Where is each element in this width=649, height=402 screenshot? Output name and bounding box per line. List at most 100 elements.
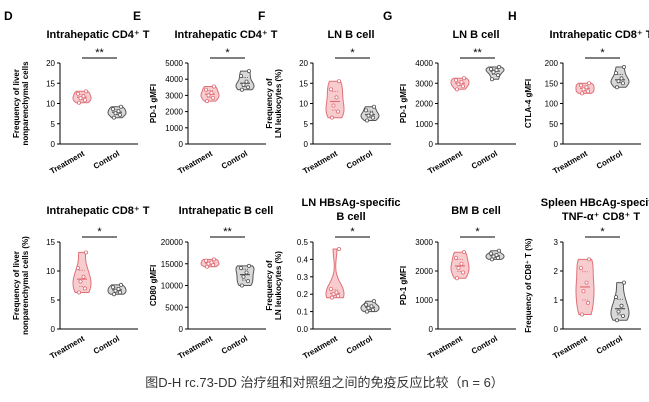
panel8-y-axis-label: LN leukocytes (%) bbox=[274, 251, 283, 320]
panel5-y-tick-label: 0 bbox=[554, 140, 559, 149]
panel8-x-tick-label: Control bbox=[345, 334, 374, 356]
panel3-y-tick-label: 15 bbox=[299, 79, 308, 88]
panel7-data-point bbox=[238, 266, 243, 271]
panel7-y-axis-label: CD80 gMFI bbox=[149, 265, 158, 306]
panel4-data-point bbox=[460, 84, 465, 89]
panel2-data-point bbox=[206, 93, 211, 98]
panel5-data-point bbox=[580, 91, 585, 96]
panel7-data-point bbox=[211, 257, 216, 262]
panel2-y-tick-label: 4000 bbox=[165, 75, 183, 84]
panel10-data-point bbox=[615, 318, 620, 323]
panel3-panel-letter: F bbox=[258, 9, 265, 23]
panel1-data-point bbox=[83, 98, 88, 103]
panel8-data-point bbox=[371, 299, 376, 304]
panel9-x-tick-label: Control bbox=[470, 334, 499, 356]
panel8-y-tick-label: 0.2 bbox=[297, 290, 309, 299]
panel5-data-point bbox=[586, 89, 591, 94]
panel1-data-point bbox=[112, 115, 117, 120]
panel1-x-tick-label: Treatment bbox=[48, 149, 86, 176]
panel8-data-point bbox=[336, 246, 341, 251]
panel10-data-point bbox=[616, 309, 621, 314]
panel3-data-point bbox=[369, 111, 374, 116]
panel1-x-tick-label: Control bbox=[92, 149, 121, 171]
panel2-y-tick-label: 1000 bbox=[165, 124, 183, 133]
panel4-data-point bbox=[489, 77, 494, 82]
panel8-data-point bbox=[334, 290, 339, 295]
panel2-y-tick-label: 0 bbox=[179, 140, 184, 149]
panel10-data-point bbox=[580, 312, 585, 317]
panel10-data-point bbox=[587, 257, 592, 262]
panel1-panel-letter: D bbox=[4, 9, 13, 23]
panel5-data-point bbox=[581, 87, 586, 92]
panel6-data-point bbox=[83, 286, 88, 291]
panel4-title: LN B cell bbox=[452, 29, 499, 41]
panel6-y-tick-label: 5 bbox=[51, 296, 56, 305]
panel8-data-point bbox=[328, 286, 333, 291]
panel1-y-tick-label: 15 bbox=[46, 79, 55, 88]
panel5-significance-marker: * bbox=[600, 47, 605, 59]
panel9-y-axis-label: PD-1 gMFI bbox=[399, 266, 408, 305]
panel1-y-axis-label: nonparenchymal cells bbox=[21, 61, 30, 146]
panel10-data-point bbox=[581, 289, 586, 294]
panel4-significance-marker: ** bbox=[473, 47, 482, 59]
panel9-x-tick-label: Treatment bbox=[426, 334, 464, 361]
panel4-data-point bbox=[491, 70, 496, 75]
panel5-data-point bbox=[615, 85, 620, 90]
panel10-data-point bbox=[586, 300, 591, 305]
panel10-y-tick-label: 1 bbox=[554, 296, 559, 305]
panel1-y-tick-label: 0 bbox=[51, 140, 56, 149]
panel10-violin-control bbox=[610, 282, 630, 321]
panel10-significance-marker: * bbox=[600, 226, 605, 238]
panel5-x-tick-label: Control bbox=[595, 149, 624, 171]
panel9-y-tick-label: 2000 bbox=[415, 267, 433, 276]
panel3-data-point bbox=[335, 109, 340, 114]
panel5-data-point bbox=[584, 85, 589, 90]
panel8-significance-marker: * bbox=[350, 226, 355, 238]
panel9-data-point bbox=[460, 270, 465, 275]
panel3-y-axis-label: LN leukocytes (%) bbox=[274, 69, 283, 138]
panel7-data-point bbox=[241, 274, 246, 279]
panel10-data-point bbox=[614, 295, 619, 300]
panel6-x-tick-label: Control bbox=[92, 334, 121, 356]
panel2-data-point bbox=[246, 69, 251, 74]
panel2-data-point bbox=[238, 73, 243, 78]
panel3-y-tick-label: 5 bbox=[304, 120, 309, 129]
panel3-data-point bbox=[371, 104, 376, 109]
panel9-significance-marker: * bbox=[475, 226, 480, 238]
panel1-data-point bbox=[84, 89, 89, 94]
panel4-y-tick-label: 0 bbox=[429, 140, 434, 149]
panel5-data-point bbox=[619, 76, 624, 81]
panel6-x-tick-label: Treatment bbox=[48, 334, 86, 361]
panel8-y-tick-label: 0.3 bbox=[297, 273, 309, 282]
panel6-data-point bbox=[112, 292, 117, 297]
panel1-data-point bbox=[119, 104, 124, 109]
panel6-data-point bbox=[84, 250, 89, 255]
panel8-data-point bbox=[363, 302, 368, 307]
panel9-y-tick-label: 1000 bbox=[415, 296, 433, 305]
panel4-y-tick-label: 4000 bbox=[415, 59, 433, 68]
panel5-data-point bbox=[622, 65, 627, 70]
panel1-data-point bbox=[77, 100, 82, 105]
panel5-y-tick-label: 200 bbox=[545, 59, 559, 68]
panel8-data-point bbox=[366, 306, 371, 311]
panel6-data-point bbox=[118, 290, 123, 295]
panel10-data-point bbox=[622, 280, 627, 285]
panel3-data-point bbox=[329, 115, 334, 120]
panel2-y-tick-label: 2000 bbox=[165, 108, 183, 117]
panel1-y-tick-label: 20 bbox=[46, 59, 55, 68]
panel10-data-point bbox=[584, 280, 589, 285]
panel4-panel-letter: G bbox=[383, 9, 392, 23]
panel5-data-point bbox=[579, 83, 584, 88]
panel3-data-point bbox=[334, 95, 339, 100]
panel1-y-tick-label: 5 bbox=[51, 120, 56, 129]
panel9-data-point bbox=[494, 253, 499, 258]
panel3-title: LN B cell bbox=[327, 29, 374, 41]
panel10-data-point bbox=[619, 303, 624, 308]
panel2-x-tick-label: Treatment bbox=[176, 149, 214, 176]
panel2-y-axis-label: PD-1 gMFI bbox=[149, 84, 158, 123]
panel4-data-point bbox=[496, 65, 501, 70]
panel4-data-point bbox=[495, 73, 500, 78]
panel2-data-point bbox=[211, 84, 216, 89]
panel4-data-point bbox=[454, 87, 459, 92]
panel3-x-tick-label: Treatment bbox=[301, 149, 339, 176]
